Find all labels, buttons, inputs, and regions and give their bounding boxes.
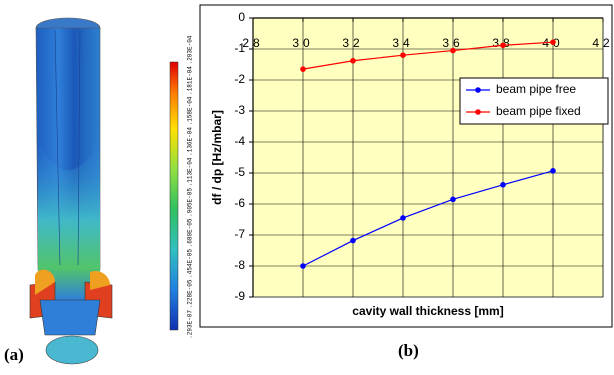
colorbar-label: .136E-04 (187, 127, 194, 156)
x-tick-label: 34 (392, 36, 413, 50)
plot-area (253, 18, 603, 297)
y-tick-label: -3 (234, 103, 245, 117)
data-point (400, 215, 406, 221)
colorbar-label: .203E-04 (187, 35, 194, 64)
colorbar-label: .113E-04 (187, 157, 194, 186)
y-tick-label: -9 (234, 289, 245, 303)
data-point (450, 197, 456, 203)
y-tick-label: -5 (234, 165, 245, 179)
colorbar-label: .293E-07 (187, 310, 194, 339)
legend-marker (475, 109, 481, 115)
fea-image (30, 18, 178, 364)
panel-label: (a) (4, 345, 24, 364)
panel-label: (b) (398, 341, 419, 360)
data-point (400, 52, 406, 58)
x-tick-label: 30 (292, 36, 313, 50)
data-point (300, 263, 306, 269)
y-tick-label: -6 (234, 196, 245, 210)
data-point (550, 168, 556, 174)
y-tick-label: -8 (234, 258, 245, 272)
x-tick-label: 32 (342, 36, 363, 50)
data-point (350, 58, 356, 64)
legend-marker (475, 87, 481, 93)
figure: 0-1-2-3-4-5-6-7-8-92830323436384042cavit… (0, 0, 614, 370)
data-point (550, 39, 556, 45)
y-tick-label: -7 (234, 227, 245, 241)
y-tick-label: -2 (234, 72, 245, 86)
colorbar-label: .158E-04 (187, 96, 194, 125)
colorbar-label: .228E-05 (187, 279, 194, 308)
y-tick-label: 0 (238, 10, 245, 24)
y-axis-label: df / dp [Hz/mbar] (210, 110, 224, 205)
y-tick-label: -4 (234, 134, 245, 148)
data-point (500, 182, 506, 188)
legend-label: beam pipe fixed (496, 104, 581, 118)
data-point (350, 238, 356, 244)
legend-label: beam pipe free (496, 82, 576, 96)
data-point (450, 48, 456, 54)
colorbar-label: .181E-04 (187, 66, 194, 95)
x-tick-label: 42 (592, 36, 613, 50)
x-axis-label: cavity wall thickness [mm] (352, 304, 503, 318)
colorbar-label: .454E-05 (187, 249, 194, 278)
colorbar-label: .680E-05 (187, 218, 194, 247)
data-point (300, 66, 306, 72)
colorbar-label: .905E-05 (187, 188, 194, 217)
data-point (500, 42, 506, 48)
